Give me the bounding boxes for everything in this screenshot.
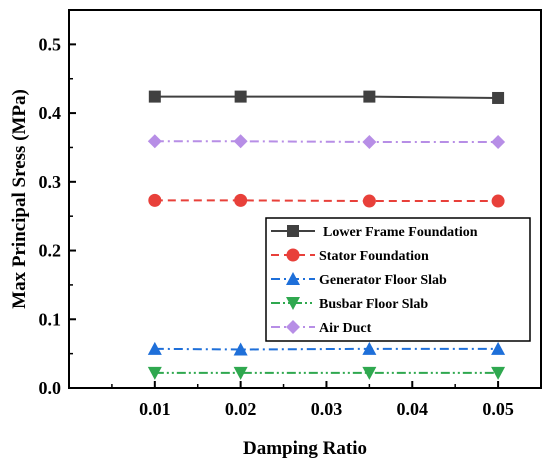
series-line <box>154 95 499 99</box>
data-point <box>491 341 506 355</box>
legend: Lower Frame Foundation Stator Foundation G… <box>265 217 531 342</box>
x-tick-label: 0.03 <box>311 399 343 419</box>
plot-frame <box>68 9 542 389</box>
data-point <box>233 342 248 356</box>
data-point <box>148 193 162 207</box>
x-axis-title: Damping Ratio <box>243 438 367 459</box>
legend-entry: Generator Floor Slab <box>271 272 447 288</box>
series-line <box>154 347 499 351</box>
legend-entry: Air Duct <box>271 320 372 336</box>
data-point <box>233 134 248 149</box>
data-point <box>147 134 162 149</box>
series-line <box>154 140 499 143</box>
data-point <box>491 194 505 208</box>
series-layer <box>147 90 506 380</box>
legend-entry: Busbar Floor Slab <box>271 297 428 312</box>
y-axis-title: Max Principal Sress (MPa) <box>9 89 30 309</box>
legend-label: Busbar Floor Slab <box>319 297 428 312</box>
legend-marker <box>286 320 300 334</box>
x-tick-label: 0.01 <box>139 399 171 419</box>
data-point <box>362 366 377 380</box>
legend-label: Air Duct <box>319 321 372 336</box>
legend-marker <box>287 225 299 237</box>
data-point <box>362 134 377 149</box>
series-line <box>154 199 499 203</box>
series-1 <box>148 193 505 208</box>
legend-marker <box>286 248 300 262</box>
y-tick-label: 0.0 <box>39 378 62 398</box>
data-point <box>491 134 506 149</box>
x-axis: 0.01 0.02 0.03 0.04 0.05 <box>111 381 514 419</box>
legend-label: Lower Frame Foundation <box>323 225 478 240</box>
legend-entry: Stator Foundation <box>271 248 429 264</box>
legend-marker <box>286 272 300 285</box>
series-2 <box>147 341 506 356</box>
series-3 <box>147 366 506 380</box>
data-point <box>491 366 506 380</box>
y-tick-label: 0.5 <box>39 34 62 54</box>
series-0 <box>148 90 505 104</box>
y-tick-label: 0.1 <box>39 309 62 329</box>
x-tick-label: 0.05 <box>482 399 514 419</box>
y-axis: 0.0 0.1 0.2 0.3 0.4 0.5 <box>39 34 76 398</box>
data-point <box>234 90 247 103</box>
y-tick-label: 0.3 <box>39 172 62 192</box>
legend-entry: Lower Frame Foundation <box>271 225 478 240</box>
data-point <box>233 366 248 380</box>
data-point <box>362 341 377 355</box>
y-tick-label: 0.4 <box>39 103 62 123</box>
legend-marker <box>286 297 300 310</box>
y-tick-label: 0.2 <box>39 241 62 261</box>
data-point <box>234 193 248 207</box>
data-point <box>492 91 505 104</box>
legend-label: Generator Floor Slab <box>319 273 447 288</box>
data-point <box>148 90 161 103</box>
data-point <box>147 341 162 355</box>
legend-label: Stator Foundation <box>319 249 429 264</box>
data-point <box>363 90 376 103</box>
series-4 <box>147 134 506 149</box>
data-point <box>147 366 162 380</box>
data-point <box>362 194 376 208</box>
x-tick-label: 0.02 <box>225 399 257 419</box>
x-tick-label: 0.04 <box>397 399 429 419</box>
